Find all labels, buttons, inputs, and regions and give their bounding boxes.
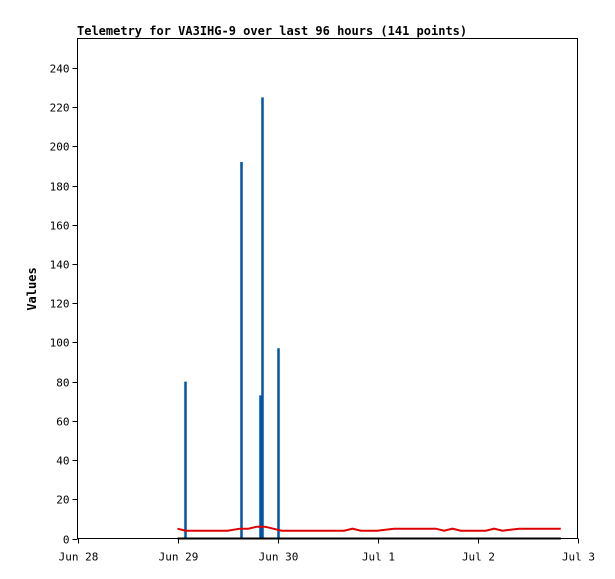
x-tick-label: Jun 29 <box>159 551 199 564</box>
series-0 <box>184 97 280 539</box>
y-tick-label: 0 <box>63 534 70 547</box>
series-line <box>177 525 561 532</box>
series-layer <box>177 97 561 540</box>
y-tick-label: 220 <box>50 102 70 115</box>
x-tick-label: Jul 2 <box>462 551 495 564</box>
y-tick-label: 80 <box>56 377 69 390</box>
x-tick-label: Jun 30 <box>259 551 299 564</box>
y-tick-label: 240 <box>50 63 70 76</box>
y-tick-label: 180 <box>50 181 70 194</box>
y-tick-label: 120 <box>50 298 70 311</box>
x-tick-label: Jun 28 <box>59 551 99 564</box>
x-axis-ticks: Jun 28 Jun 29 Jun 30 Jul 1 Jul 2 Jul 3 <box>59 538 595 564</box>
x-tick-label: Jul 1 <box>362 551 395 564</box>
y-axis-label: Values <box>25 267 39 310</box>
y-tick-label: 140 <box>50 259 70 272</box>
y-tick-label: 100 <box>50 337 70 350</box>
chart-title: Telemetry for VA3IHG-9 over last 96 hour… <box>77 24 467 38</box>
plot-frame <box>77 38 578 539</box>
y-tick-label: 60 <box>56 416 69 429</box>
x-tick-label: Jul 3 <box>562 551 595 564</box>
series-1 <box>177 525 561 532</box>
y-tick-label: 200 <box>50 141 70 154</box>
y-axis-ticks: 0 20 40 60 80 100 120 140 160 180 200 220 240 <box>50 63 78 547</box>
y-tick-label: 40 <box>56 455 69 468</box>
y-tick-label: 20 <box>56 494 69 507</box>
y-tick-label: 160 <box>50 220 70 233</box>
